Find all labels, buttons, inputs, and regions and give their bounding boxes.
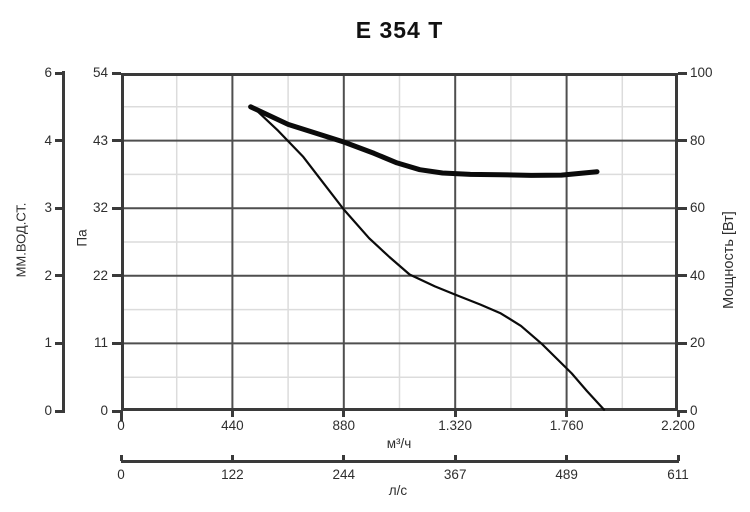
x-tick-label: 1.320 [438,418,473,433]
mm-tick-mark [55,274,63,278]
mm-tick-mark [55,71,63,75]
x-tick-mark [230,411,234,417]
x2-tick-label: 489 [555,467,578,482]
mm-tick-mark [55,341,63,345]
x-tick-label: 440 [221,418,244,433]
power-tick-mark [678,341,687,345]
power-tick-label: 100 [690,65,713,80]
x-tick-mark [119,411,123,421]
power-tick-mark [678,71,687,75]
pa-tick-mark [112,71,121,75]
x-tick-label: 880 [332,418,356,433]
x2-tick-mark [230,455,234,461]
mm-tick-label: 4 [44,132,52,148]
x-tick-mark [676,411,680,417]
x2-tick-label: 122 [221,467,244,482]
power-tick-mark [678,274,687,278]
pa-tick-label: 0 [100,403,108,418]
mm-tick-label: 1 [44,335,52,351]
power-tick-label: 80 [690,132,706,148]
x-tick-label: 0 [117,418,125,433]
pa-tick-label: 11 [93,335,108,351]
x2-tick-label: 244 [332,467,356,482]
power-tick-mark [678,409,687,413]
mm-tick-mark [55,206,63,210]
mm-tick-label: 0 [44,403,52,418]
x2-tick-label: 611 [667,467,689,482]
pa-tick-label: 32 [92,200,108,216]
pa-tick-mark [112,409,121,413]
secondary-x-axis-line [121,460,679,463]
chart-title: E 354 T [355,17,444,43]
power-tick-label: 60 [690,200,706,216]
pressure-curve [251,105,606,411]
x2-tick-mark [565,455,569,461]
pa-tick-mark [112,206,121,210]
pa-tick-label: 22 [92,267,108,283]
x-tick-label: 1.760 [549,418,584,433]
x-tick-mark [342,411,346,417]
pa-tick-mark [112,341,121,345]
mm-tick-mark [55,139,63,143]
power-tick-mark [678,206,687,210]
x2-tick-mark [453,455,457,461]
x2-tick-mark [119,455,123,461]
chart-plot-svg [121,73,678,411]
pa-tick-label: 43 [92,132,108,148]
mm-tick-mark [55,409,63,413]
mm-tick-label: 3 [44,200,52,216]
x2-axis-unit-label: л/с [388,483,408,498]
power-axis-label: Мощность [Вт] [721,211,737,309]
plot-area [121,73,678,411]
x-tick-mark [453,411,457,417]
x2-tick-label: 0 [117,467,125,482]
power-tick-label: 0 [690,403,698,418]
mm-axis-line [62,71,65,413]
power-tick-label: 20 [690,335,706,351]
power-tick-mark [678,139,687,143]
x2-tick-mark [342,455,346,461]
plot-border [121,73,678,411]
x2-tick-mark [676,455,680,461]
pa-tick-mark [112,274,121,278]
x-axis-unit-label: м³/ч [386,436,412,451]
power-curve [248,104,600,178]
power-tick-label: 40 [690,267,706,283]
mm-tick-label: 6 [44,65,52,80]
x2-tick-label: 367 [443,467,467,482]
pa-axis-label: Па [74,229,90,247]
pa-tick-label: 54 [92,65,108,80]
x-tick-label: 2.200 [661,418,695,433]
mm-tick-label: 2 [44,267,52,283]
pa-tick-mark [112,139,121,143]
x-tick-mark [565,411,569,417]
